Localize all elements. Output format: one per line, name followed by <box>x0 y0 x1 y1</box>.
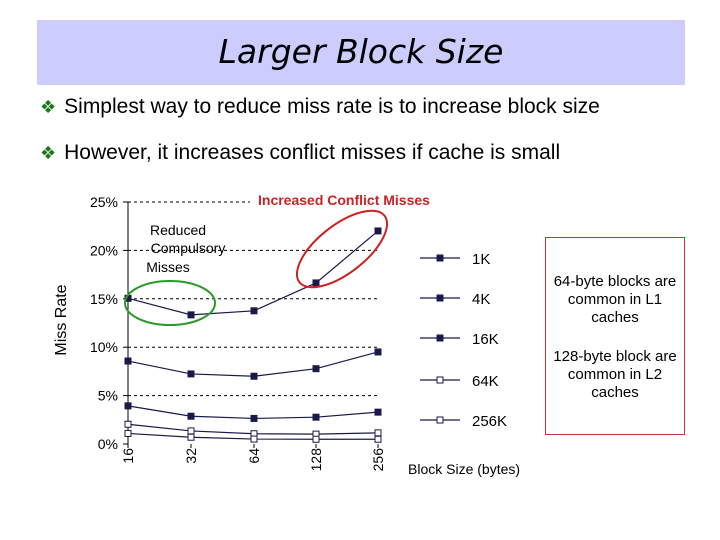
data-point <box>124 420 132 428</box>
bullet-2: ❖ However, it increases conflict misses i… <box>40 141 560 165</box>
y-tick-label: 15% <box>90 291 118 307</box>
series-lines <box>124 227 382 443</box>
l1-note: 64-byte blocks are common in L1 caches <box>553 273 677 326</box>
data-point <box>374 227 382 235</box>
legend-marker <box>436 416 444 424</box>
data-point <box>250 414 258 422</box>
x-axis-label: Block Size (bytes) <box>408 461 520 477</box>
x-tick-label: 32 <box>183 448 199 464</box>
data-point <box>124 402 132 410</box>
data-point <box>374 348 382 356</box>
data-point <box>250 307 258 315</box>
y-tick-label: 25% <box>90 194 118 210</box>
data-point <box>124 429 132 437</box>
diamond-bullet-icon: ❖ <box>40 97 57 117</box>
bullet-1: ❖ Simplest way to reduce miss rate is to … <box>40 95 600 119</box>
conflict-ellipse <box>295 209 389 289</box>
x-tick-label: 256 <box>370 448 386 472</box>
data-point <box>374 408 382 416</box>
x-tick-label: 16 <box>120 448 136 464</box>
conflict-annotation: Increased Conflict Misses <box>258 192 430 208</box>
legend-marker <box>436 376 444 384</box>
legend-marker <box>436 334 444 342</box>
data-point <box>187 427 195 435</box>
data-point <box>374 429 382 437</box>
l2-note: 128-byte block are common in L2 caches <box>553 348 677 401</box>
data-point <box>312 435 320 443</box>
legend-label: 256K <box>472 413 507 430</box>
diamond-bullet-icon: ❖ <box>40 143 57 163</box>
legend-label: 1K <box>472 251 490 268</box>
x-axis-ticks: 16 32 64 128 256 <box>120 444 386 471</box>
data-point <box>187 412 195 420</box>
data-point <box>124 357 132 365</box>
data-point <box>187 370 195 378</box>
series-line-4K <box>127 351 379 377</box>
y-tick-label: 5% <box>98 388 118 404</box>
side-note-box: 64-byte blocks are common in L1 caches 1… <box>545 237 685 435</box>
legend-label: 16K <box>472 331 499 348</box>
y-tick-label: 20% <box>90 242 118 258</box>
title-bar: Larger Block Size <box>37 20 685 85</box>
data-point <box>187 433 195 441</box>
compulsory-ellipse <box>124 280 216 326</box>
compulsory-annotation-line-2: Compulsory <box>151 240 226 256</box>
compulsory-annotation-line-1: Reduced <box>150 222 206 238</box>
legend-marker <box>436 254 444 262</box>
data-point <box>312 413 320 421</box>
data-point <box>312 279 320 287</box>
data-point <box>187 311 195 319</box>
data-point <box>250 435 258 443</box>
data-point <box>312 365 320 373</box>
data-point <box>250 372 258 380</box>
x-tick-label: 64 <box>246 448 262 464</box>
chart-gridlines <box>128 201 380 397</box>
slide-title: Larger Block Size <box>218 32 504 71</box>
y-tick-label: 0% <box>98 436 118 452</box>
y-axis-ticks: 0% 5% 10% 15% 20% 25% <box>90 194 128 452</box>
legend-label: 64K <box>472 373 499 390</box>
bullet-2-text: However, it increases conflict misses if… <box>64 141 561 164</box>
legend-label: 4K <box>472 291 490 308</box>
data-point <box>374 435 382 443</box>
legend-marker <box>436 294 444 302</box>
bullet-1-text: Simplest way to reduce miss rate is to i… <box>64 95 600 118</box>
chart-legend: 1K 4K 16K 64K 256K <box>420 251 507 430</box>
x-tick-label: 128 <box>308 448 324 472</box>
compulsory-annotation-line-3: Misses <box>146 259 190 275</box>
y-tick-label: 10% <box>90 339 118 355</box>
y-axis-label: Miss Rate <box>53 284 70 355</box>
